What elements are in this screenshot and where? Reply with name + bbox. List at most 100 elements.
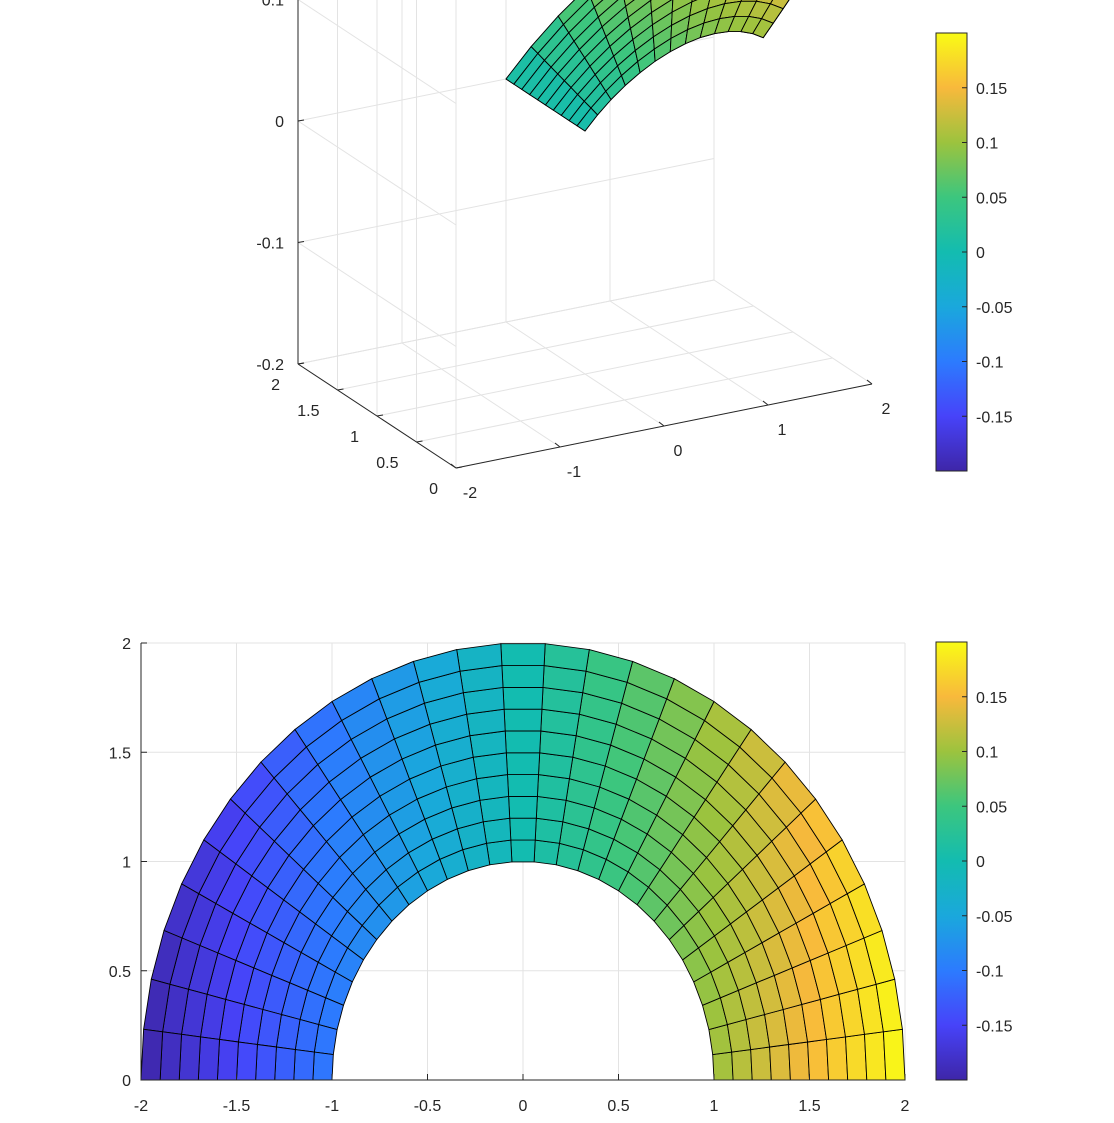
surface-2d (140, 643, 906, 1081)
surface-cell (293, 1049, 315, 1081)
colorbar-tick-label: 0 (976, 245, 985, 262)
surface-cell (485, 839, 513, 866)
y-tick-label: 0 (429, 481, 438, 498)
x-tick-label: 1 (778, 422, 787, 439)
colorbar-tick-label: -0.05 (976, 300, 1013, 317)
surface-cell (769, 1043, 791, 1081)
grid-line-sidewall-z (297, 120, 457, 226)
colorbar-bottom: 0.15 0.1 0.05 0 -0.05 -0.1 -0.15 (935, 641, 1013, 1081)
grid-line-sidewall-z (297, 242, 457, 347)
surface-cell (807, 1038, 830, 1081)
surface-cell (216, 1038, 239, 1081)
grid-line-floor-y (416, 357, 833, 443)
surface-cell (508, 795, 538, 819)
grid-line-sidewall-z (297, 0, 457, 104)
surface-cell (312, 1051, 334, 1081)
surface-2d-plot: -2 -1.5 -1 -0.5 0 0.5 1 1.5 2 0 0.5 1 1.5 2 (109, 636, 910, 1115)
colorbar-tick-label: 0.15 (976, 81, 1007, 98)
surface-cell (772, 8, 784, 24)
surface-cell (504, 730, 542, 754)
y-tick-label: 2 (122, 636, 131, 653)
surface-cell (590, 0, 604, 9)
colorbar-tick-label: -0.1 (976, 355, 1004, 372)
colorbar-tick-label: 0 (976, 854, 985, 871)
z-tick-mark (297, 362, 305, 365)
surface-cell (533, 839, 561, 866)
surface-cell (159, 1031, 182, 1081)
x-tick-mark (762, 400, 769, 406)
z-tick-mark (297, 241, 305, 243)
x-tick-label: 2 (901, 1098, 910, 1115)
grid-line-backwall-z (297, 279, 715, 365)
y-tick-mark (337, 388, 344, 391)
colorbar-top: 0.15 0.1 0.05 0 -0.05 -0.1 -0.15 (935, 32, 1013, 472)
x-tick-label: -1 (325, 1098, 339, 1115)
z-tick-mark (297, 119, 305, 122)
surface-cell (882, 1028, 906, 1081)
y-tick-label: 1 (122, 855, 131, 872)
y-tick-label: 0.5 (109, 964, 131, 981)
z-tick-label: -0.1 (256, 236, 284, 253)
surface-cell (274, 1046, 296, 1081)
y-tick-label: 1 (350, 429, 359, 446)
x-tick-mark (450, 463, 457, 469)
surface-cell (826, 1036, 849, 1081)
surface-cell (864, 1031, 887, 1081)
x-tick-label: 1.5 (798, 1098, 820, 1115)
x-tick-label: 0 (519, 1098, 528, 1115)
colorbar-gradient (935, 641, 968, 1081)
x-tick-label: 0 (674, 443, 683, 460)
surface-cell (502, 686, 544, 710)
grid-line-floor-y (337, 305, 754, 391)
surface-cell (178, 1033, 201, 1081)
x-tick-label: -0.5 (414, 1098, 442, 1115)
surface-cell (505, 752, 541, 776)
surface-cell (479, 795, 511, 823)
colorbar-gradient (935, 32, 968, 472)
y-tick-label: 1.5 (109, 745, 131, 762)
surface-cell (140, 1028, 164, 1081)
y-tick-label: 0 (122, 1073, 131, 1090)
surface-cell (712, 1051, 734, 1081)
colorbar-tick-label: 0.15 (976, 690, 1007, 707)
y-tick-label: 2 (271, 377, 280, 394)
y-tick-mark (455, 466, 463, 469)
y-tick-label: 1.5 (297, 403, 319, 420)
x-tick-mark (866, 379, 873, 385)
colorbar-tick-label: 0.1 (976, 745, 998, 762)
colorbar-tick-label: 0.05 (976, 799, 1007, 816)
surface-cell (534, 817, 564, 844)
colorbar-tick-label: -0.1 (976, 964, 1004, 981)
y-tick-mark (376, 414, 384, 417)
grid-line-backwall-z (297, 158, 715, 243)
surface-cell (255, 1043, 277, 1081)
surface-cell (762, 22, 774, 38)
z-tick-label: 0 (275, 114, 284, 131)
x-tick-label: 2 (882, 401, 891, 418)
surface-3d (505, 0, 790, 132)
x-tick-label: -2 (463, 485, 477, 502)
surface-cell (482, 817, 512, 844)
surface-cell (236, 1041, 258, 1081)
surface-cell (845, 1033, 868, 1081)
x-tick-label: -2 (134, 1098, 148, 1115)
z-tick-label: 0.1 (262, 0, 284, 10)
x-tick-mark (658, 421, 665, 427)
surface-cell (535, 795, 567, 823)
surface-cell (500, 643, 546, 667)
grid-line-floor-y (376, 331, 794, 417)
x-tick-mark (554, 442, 561, 448)
colorbar-tick-label: 0.1 (976, 136, 998, 153)
x-tick-label: -1 (567, 464, 581, 481)
surface-cell (788, 1041, 810, 1081)
surface-cell (503, 708, 543, 732)
x-tick-label: 1 (710, 1098, 719, 1115)
surface-cell (507, 774, 539, 797)
surface-cell (510, 839, 536, 863)
x-tick-label: -1.5 (223, 1098, 251, 1115)
surface-cell (509, 817, 537, 841)
surface-cell (501, 665, 545, 688)
